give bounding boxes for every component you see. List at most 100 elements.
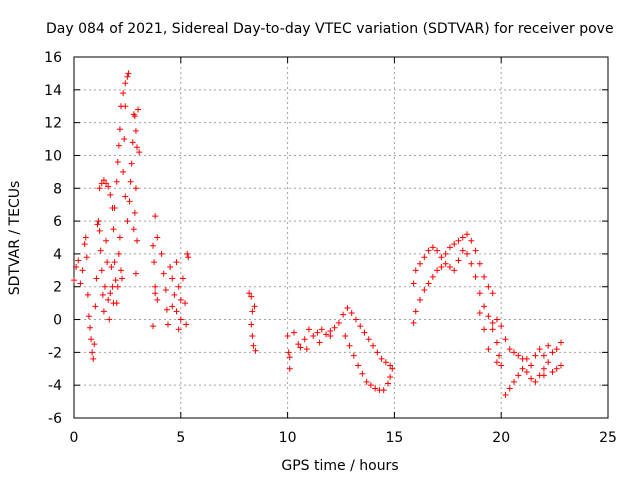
data-point <box>124 218 131 225</box>
data-point <box>481 303 488 310</box>
data-point <box>132 185 139 192</box>
data-point <box>119 275 126 282</box>
data-point <box>171 291 178 298</box>
data-point <box>459 234 466 241</box>
data-point <box>127 178 134 185</box>
y-tick-label: 0 <box>53 313 62 329</box>
data-point <box>481 326 488 333</box>
data-point <box>295 341 302 348</box>
data-point <box>115 142 122 149</box>
data-point <box>476 260 483 267</box>
data-point <box>506 346 513 353</box>
data-point <box>374 349 381 356</box>
data-point <box>116 234 123 241</box>
x-axis-label: GPS time / hours <box>281 458 398 474</box>
y-axis-ticks: -6 -4 -2 0 2 4 6 8 10 12 14 16 <box>44 50 608 427</box>
data-point <box>124 73 131 80</box>
data-point <box>130 226 137 233</box>
data-point <box>502 336 509 343</box>
data-point <box>331 324 338 331</box>
data-point <box>417 296 424 303</box>
x-tick-label: 15 <box>385 430 403 446</box>
data-point <box>323 331 330 338</box>
data-point <box>105 296 112 303</box>
data-point <box>252 347 259 354</box>
data-point <box>459 247 466 254</box>
data-point <box>71 277 77 284</box>
data-point <box>111 204 118 211</box>
data-point <box>472 247 479 254</box>
x-tick-label: 10 <box>279 430 297 446</box>
data-point <box>246 290 253 297</box>
data-point <box>553 346 560 353</box>
data-point <box>340 311 347 318</box>
data-point <box>152 283 159 290</box>
data-point <box>384 380 391 387</box>
data-point <box>429 244 436 251</box>
data-point <box>451 267 458 274</box>
data-point <box>485 346 492 353</box>
data-point <box>248 293 255 300</box>
data-point <box>285 349 292 356</box>
data-point <box>249 332 256 339</box>
data-point <box>327 332 334 339</box>
grid-lines <box>74 57 608 418</box>
data-point <box>291 329 298 336</box>
data-point <box>75 257 82 264</box>
data-point <box>249 308 256 315</box>
data-point <box>382 359 389 366</box>
data-point <box>558 362 565 369</box>
data-point <box>91 341 98 348</box>
data-point <box>425 247 432 254</box>
data-point <box>502 392 509 399</box>
plot-frame <box>73 56 609 419</box>
data-point <box>438 264 445 271</box>
x-tick-label: 5 <box>176 430 185 446</box>
data-point <box>120 168 127 175</box>
data-point <box>175 283 182 290</box>
data-point <box>472 273 479 280</box>
data-point <box>536 346 543 353</box>
data-point <box>464 231 471 238</box>
x-tick-label: 20 <box>492 430 510 446</box>
data-point <box>73 264 80 271</box>
data-point <box>182 300 189 307</box>
data-point <box>545 359 552 366</box>
data-point <box>485 283 492 290</box>
y-tick-label: -6 <box>48 411 62 427</box>
data-point <box>528 375 535 382</box>
data-point <box>183 321 190 328</box>
data-point <box>357 323 364 330</box>
data-point <box>122 193 129 200</box>
data-point <box>152 213 159 220</box>
data-point <box>493 316 500 323</box>
data-point <box>434 247 441 254</box>
data-point <box>103 180 110 187</box>
data-point <box>83 254 90 261</box>
data-point <box>335 319 342 326</box>
data-point <box>134 237 141 244</box>
data-point <box>162 287 169 294</box>
data-point <box>150 242 157 249</box>
data-point <box>455 257 462 264</box>
data-point <box>114 159 121 166</box>
data-point <box>111 259 118 266</box>
data-point <box>410 280 417 287</box>
data-point <box>110 226 117 233</box>
data-point <box>496 352 503 359</box>
data-point <box>468 237 475 244</box>
data-point <box>481 273 488 280</box>
data-point <box>113 178 120 185</box>
data-point <box>305 326 312 333</box>
data-point <box>184 250 191 257</box>
data-point <box>185 254 192 261</box>
data-point <box>359 370 366 377</box>
data-point <box>117 267 124 274</box>
data-point <box>250 342 257 349</box>
data-point <box>112 277 119 284</box>
data-point <box>131 209 138 216</box>
data-point <box>387 373 394 380</box>
data-point <box>511 378 518 385</box>
x-tick-label: 25 <box>599 430 617 446</box>
data-point <box>446 264 453 271</box>
